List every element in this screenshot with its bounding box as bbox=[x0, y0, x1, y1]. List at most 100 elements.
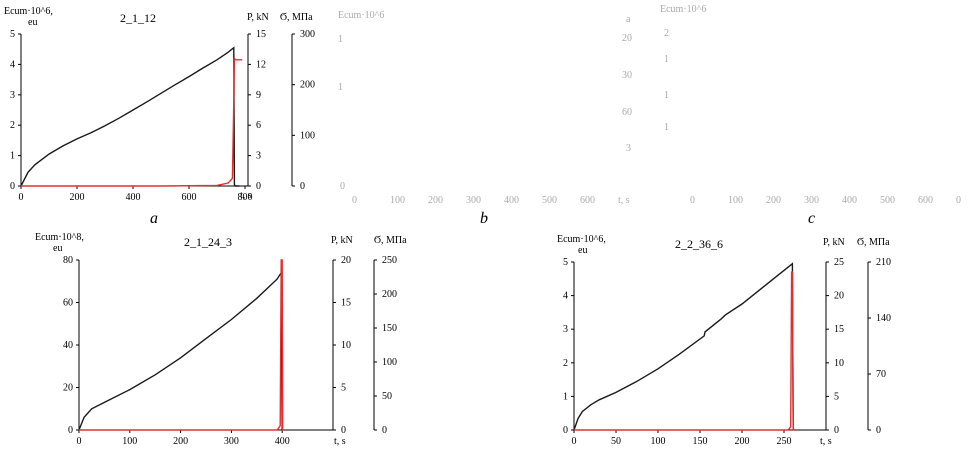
chart-e-ylabel-right2: Ϭ, МПа bbox=[857, 237, 890, 248]
chart-a-ytick-right1-label: 6 bbox=[256, 120, 261, 131]
chart-c-xtick-label: 500 bbox=[880, 195, 895, 206]
chart-b-right-tick-2: 30 bbox=[622, 70, 632, 81]
chart-e-ytick-right2-label: 210 bbox=[876, 257, 891, 268]
chart-d-ytick-right2-label: 150 bbox=[382, 323, 397, 334]
chart-e-ytick-left-label: 3 bbox=[563, 324, 568, 335]
chart-d-ylabel-right2: Ϭ, МПа bbox=[374, 235, 407, 246]
chart-e-xtick-label: 200 bbox=[735, 436, 750, 447]
chart-a-ytick-right2-label: 300 bbox=[300, 29, 315, 40]
chart-e-ytick-left-label: 4 bbox=[563, 291, 568, 302]
chart-a-ylabel-left-1: Ecum·10^6, bbox=[4, 6, 53, 17]
chart-c-xtick-label: 100 bbox=[728, 195, 743, 206]
chart-e: Ecum·10^6, eu 2_2_36_6 P, kN Ϭ, МПа t, s… bbox=[557, 234, 891, 447]
chart-e-ytick-right2-label: 70 bbox=[876, 369, 886, 380]
chart-d-xtick-label: 300 bbox=[224, 436, 239, 447]
chart-d-ylabel-left-1: Ecum·10^8, bbox=[35, 232, 84, 243]
chart-d-ytick-left-label: 0 bbox=[68, 425, 73, 436]
chart-b-xtick-label: 400 bbox=[504, 195, 519, 206]
chart-a-xtick-label: 800 bbox=[238, 192, 253, 203]
chart-a-ytick-left-label: 3 bbox=[10, 90, 15, 101]
chart-b-ytick-3: 0 bbox=[340, 181, 345, 192]
chart-e-ylabel-left-2: eu bbox=[578, 245, 587, 256]
chart-d-ytick-right1-label: 15 bbox=[341, 298, 351, 309]
chart-d-ylabel-left-2: eu bbox=[53, 243, 62, 254]
chart-a-ytick-right2-label: 100 bbox=[300, 130, 315, 141]
chart-e-ytick-left-label: 2 bbox=[563, 358, 568, 369]
chart-c-xtick-label: 400 bbox=[842, 195, 857, 206]
panel-letter-c: c bbox=[808, 210, 815, 227]
chart-e-ytick-left-label: 5 bbox=[563, 257, 568, 268]
chart-d-ytick-right1-label: 10 bbox=[341, 340, 351, 351]
chart-c-xtick-label: 300 bbox=[804, 195, 819, 206]
chart-e-ylabel-right1: P, kN bbox=[823, 237, 845, 248]
chart-b-right-label: a bbox=[626, 14, 631, 25]
chart-b-ytick-2: 1 bbox=[338, 82, 343, 93]
chart-b: Ecum·10^6 1 1 0 a 20 30 60 3 0 100 200 300 4… bbox=[338, 10, 632, 227]
chart-a-ytick-left-label: 0 bbox=[10, 181, 15, 192]
chart-a-load-curve bbox=[21, 57, 243, 187]
chart-e-xtick-label: 50 bbox=[611, 436, 621, 447]
chart-a-ytick-right1-label: 3 bbox=[256, 151, 261, 162]
chart-b-ylabel: Ecum·10^6 bbox=[338, 10, 384, 21]
chart-e-xtick-label: 250 bbox=[777, 436, 792, 447]
chart-a-ytick-left-label: 4 bbox=[10, 59, 15, 70]
chart-c-ytick-3: 1 bbox=[664, 90, 669, 101]
chart-d-ytick-left-label: 60 bbox=[63, 298, 73, 309]
chart-d-xlabel: t, s bbox=[334, 436, 346, 447]
chart-a-ytick-left-label: 1 bbox=[10, 151, 15, 162]
chart-e-xtick-label: 0 bbox=[572, 436, 577, 447]
chart-a-ytick-right1-label: 9 bbox=[256, 90, 261, 101]
chart-b-xtick-label: 600 bbox=[580, 195, 595, 206]
chart-c-xtick-label: 0 bbox=[956, 195, 961, 206]
chart-b-right-tick-1: 20 bbox=[622, 33, 632, 44]
chart-e-ytick-right1-label: 10 bbox=[834, 358, 844, 369]
chart-d-xtick-label: 200 bbox=[173, 436, 188, 447]
chart-b-right-tick-3: 60 bbox=[622, 107, 632, 118]
chart-d-ytick-left-label: 40 bbox=[63, 340, 73, 351]
chart-d-strain-curve bbox=[78, 270, 283, 431]
chart-a-ytick-right1-label: 15 bbox=[256, 29, 266, 40]
chart-e-strain-curve bbox=[573, 262, 795, 431]
chart-e-ytick-right2-label: 0 bbox=[876, 425, 881, 436]
chart-a-xlabel: t, s bbox=[240, 190, 252, 201]
chart-e-ytick-right1-label: 25 bbox=[834, 257, 844, 268]
chart-e-title: 2_2_36_6 bbox=[675, 237, 723, 251]
chart-a-strain-curve bbox=[20, 46, 240, 187]
chart-e-ylabel-left-1: Ecum·10^6, bbox=[557, 234, 606, 245]
chart-c-ytick-2: 1 bbox=[664, 54, 669, 65]
chart-a-title: 2_1_12 bbox=[120, 11, 156, 25]
chart-a-ylabel-right2: Ϭ, МПа bbox=[280, 12, 313, 23]
chart-e-ytick-left-label: 0 bbox=[563, 425, 568, 436]
chart-c-ylabel: Ecum·10^6 bbox=[660, 4, 706, 15]
chart-d-ytick-left-label: 20 bbox=[63, 383, 73, 394]
chart-d-ytick-right1-label: 0 bbox=[341, 425, 346, 436]
chart-a-ytick-right2-label: 200 bbox=[300, 80, 315, 91]
chart-d-xtick-label: 0 bbox=[77, 436, 82, 447]
chart-c-ytick-4: 1 bbox=[664, 122, 669, 133]
chart-a-xtick-label: 400 bbox=[126, 192, 141, 203]
chart-c: Ecum·10^6 2 1 1 1 0 100 200 300 400 500 600 0 c bbox=[660, 4, 961, 227]
chart-d-xtick-label: 400 bbox=[275, 436, 290, 447]
chart-e-xtick-label: 100 bbox=[651, 436, 666, 447]
chart-d-ytick-right2-label: 200 bbox=[382, 289, 397, 300]
chart-b-xtick-label: 0 bbox=[352, 195, 357, 206]
chart-c-ytick-1: 2 bbox=[664, 28, 669, 39]
chart-e-xtick-label: 150 bbox=[693, 436, 708, 447]
chart-a-xtick-label: 600 bbox=[182, 192, 197, 203]
panel-letter-a: a bbox=[150, 210, 158, 227]
chart-a-ytick-right1-label: 12 bbox=[256, 59, 266, 70]
chart-d-load-curve bbox=[79, 259, 284, 431]
chart-d-ytick-right2-label: 0 bbox=[382, 425, 387, 436]
chart-a-ylabel-right1: P, kN bbox=[247, 12, 269, 23]
chart-a: Ecum·10^6, eu 2_1_12 P, kN Ϭ, МПа t, s 0… bbox=[4, 6, 315, 227]
chart-b-xtick-label: t, s bbox=[618, 195, 630, 206]
chart-b-xtick-label: 200 bbox=[428, 195, 443, 206]
chart-d-ytick-left-label: 80 bbox=[63, 255, 73, 266]
chart-e-ytick-left-label: 1 bbox=[563, 391, 568, 402]
chart-a-ytick-left-label: 2 bbox=[10, 120, 15, 131]
chart-a-xtick-label: 200 bbox=[70, 192, 85, 203]
chart-e-ytick-right1-label: 15 bbox=[834, 324, 844, 335]
chart-e-ytick-right2-label: 140 bbox=[876, 313, 891, 324]
chart-d-ytick-right2-label: 50 bbox=[382, 391, 392, 402]
